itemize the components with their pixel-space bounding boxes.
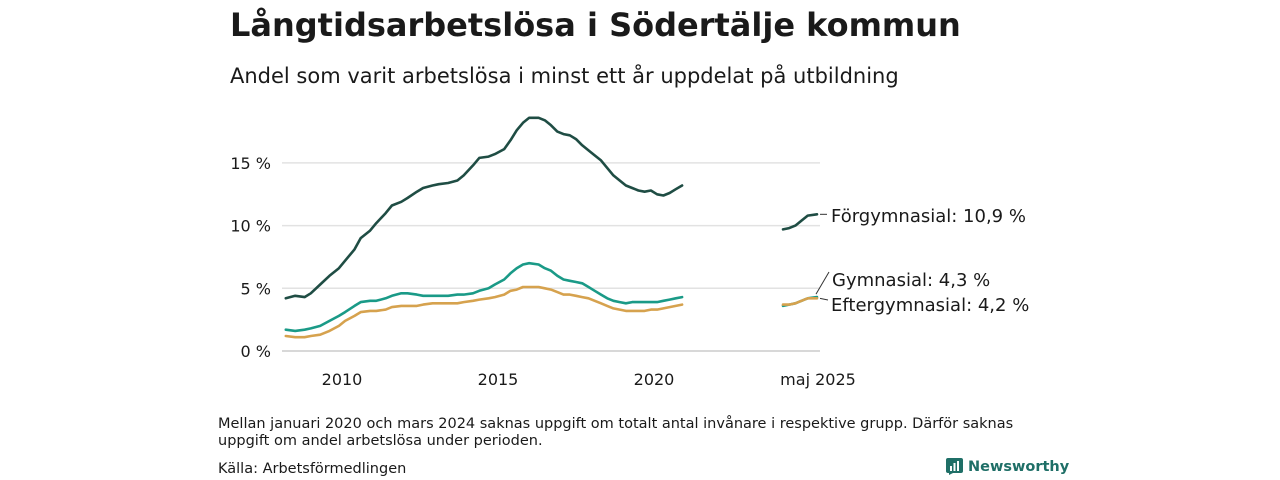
series-line-gymnasial bbox=[284, 261, 684, 333]
series-line-eftergymnasial bbox=[284, 285, 684, 339]
series-label-gymnasial: Gymnasial: 4,3 % bbox=[832, 270, 990, 291]
y-axis-ticks: 0 % 5 % 10 % 15 % bbox=[230, 154, 271, 361]
chart-title: Långtidsarbetslösa i Södertälje kommun bbox=[230, 6, 961, 44]
series-lines bbox=[284, 116, 819, 339]
x-tick-label: 2020 bbox=[634, 370, 675, 389]
label-leader-line bbox=[819, 297, 829, 301]
x-axis-ticks: 2010 2015 2020 maj 2025 bbox=[322, 370, 856, 389]
series-line-förgymnasial bbox=[781, 213, 819, 231]
source-credit: Källa: Arbetsförmedlingen bbox=[218, 461, 407, 477]
series-label-eftergymnasial: Eftergymnasial: 4,2 % bbox=[831, 295, 1029, 316]
y-tick-label: 0 % bbox=[241, 342, 271, 361]
x-tick-label: 2015 bbox=[478, 370, 519, 389]
chart-subtitle: Andel som varit arbetslösa i minst ett å… bbox=[230, 64, 899, 88]
brand-logo: Newsworthy bbox=[946, 458, 1069, 475]
label-leader-line bbox=[815, 271, 830, 295]
newsworthy-logo-icon bbox=[946, 458, 963, 475]
series-labels: Förgymnasial: 10,9 % Gymnasial: 4,3 % Efte… bbox=[815, 206, 1029, 316]
brand-name: Newsworthy bbox=[968, 458, 1070, 475]
series-line-förgymnasial bbox=[284, 116, 684, 300]
series-line-eftergymnasial bbox=[781, 297, 819, 306]
footnote: Mellan januari 2020 och mars 2024 saknas… bbox=[218, 416, 1014, 449]
y-tick-label: 5 % bbox=[241, 279, 271, 298]
y-tick-label: 10 % bbox=[230, 217, 271, 236]
grid-lines bbox=[282, 162, 820, 352]
x-tick-label: 2010 bbox=[322, 370, 363, 389]
series-label-förgymnasial: Förgymnasial: 10,9 % bbox=[831, 206, 1026, 227]
x-tick-label: maj 2025 bbox=[780, 370, 856, 389]
y-tick-label: 15 % bbox=[230, 154, 271, 173]
